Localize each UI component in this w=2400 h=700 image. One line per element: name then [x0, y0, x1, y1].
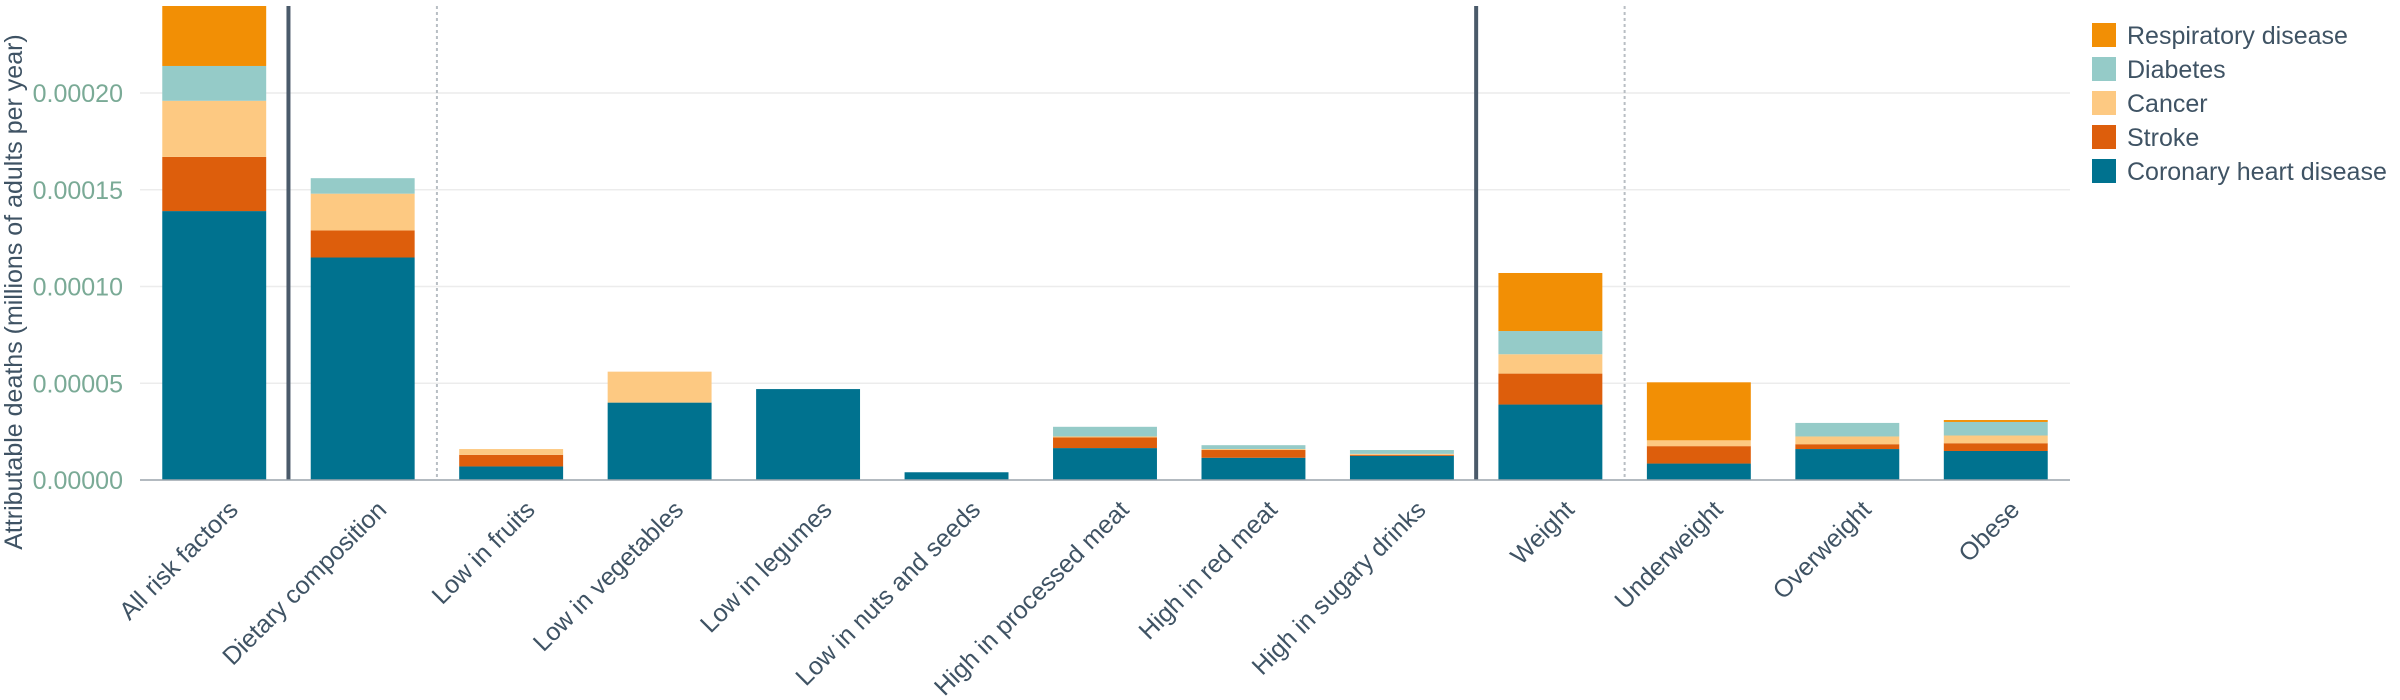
bar-segment — [1053, 436, 1157, 438]
bar-segment — [1201, 450, 1306, 458]
x-tick-label: Low in vegetables — [528, 496, 689, 657]
bar-segment — [1646, 440, 1751, 447]
legend-label: Stroke — [2127, 124, 2199, 152]
bar-segment — [1349, 455, 1454, 480]
bar-segment — [1498, 373, 1603, 405]
bar-segment — [756, 389, 861, 480]
y-tick-label: 0.00020 — [33, 80, 123, 108]
x-tick-label: Underweight — [1609, 496, 1728, 615]
bar-segment — [1943, 420, 2048, 422]
bar-segment — [162, 156, 267, 212]
x-tick-label: Overweight — [1768, 496, 1877, 605]
legend-swatch — [2092, 125, 2116, 149]
bar-segment — [1795, 444, 1900, 450]
y-tick-label: 0.00000 — [33, 467, 123, 495]
bar-segment — [1943, 443, 2048, 451]
bar-segment — [310, 193, 415, 231]
bar-segment — [1943, 421, 2048, 436]
bar-segment — [1498, 354, 1603, 374]
bar-segment — [1795, 436, 1900, 445]
bar-segment — [607, 402, 712, 480]
bar-segment — [1498, 272, 1603, 332]
x-tick-label: All risk factors — [114, 496, 244, 626]
legend-swatch — [2092, 91, 2116, 115]
bar-segment — [1053, 426, 1157, 437]
bar-segment — [310, 178, 415, 194]
bar-segment — [162, 6, 267, 66]
bar-segment — [1498, 331, 1603, 355]
legend-label: Diabetes — [2127, 56, 2226, 84]
y-tick-label: 0.00010 — [33, 274, 123, 302]
bar-segment — [1201, 449, 1306, 451]
bar-segment — [459, 449, 564, 455]
bar-segment — [1053, 448, 1157, 480]
bar-segment — [904, 472, 1009, 480]
legend-swatch — [2092, 159, 2116, 183]
x-tick-label: Low in fruits — [427, 496, 541, 610]
y-tick-label: 0.00015 — [33, 177, 123, 205]
bar-segment — [1646, 382, 1751, 441]
bar-segment — [459, 466, 564, 480]
bars — [162, 6, 2048, 480]
bar-segment — [1053, 437, 1157, 449]
bar-segment — [1498, 404, 1603, 480]
bar-segment — [310, 257, 415, 480]
bar-segment — [1349, 453, 1454, 455]
x-tick-label: Obese — [1953, 496, 2025, 568]
bar-segment — [1646, 463, 1751, 480]
legend-label: Respiratory disease — [2127, 22, 2348, 50]
bar-segment — [1349, 454, 1454, 456]
bar-segment — [1943, 450, 2048, 480]
y-axis-label: Attributable deaths (millions of adults … — [0, 34, 28, 550]
y-tick-label: 0.00005 — [33, 370, 123, 398]
x-tick-label: Dietary composition — [217, 496, 392, 671]
bar-segment — [1201, 457, 1306, 480]
x-tick-label: Weight — [1505, 496, 1580, 571]
legend-label: Coronary heart disease — [2127, 158, 2387, 186]
legend-swatch — [2092, 57, 2116, 81]
bar-segment — [1795, 449, 1900, 480]
x-tick-label: Low in legumes — [695, 496, 838, 639]
bar-segment — [162, 100, 267, 157]
legend: Respiratory disease Diabetes Cancer Stroke C… — [2092, 22, 2387, 186]
bar-segment — [1201, 445, 1306, 450]
bar-segment — [1349, 450, 1454, 454]
x-tick-label: High in red meat — [1133, 496, 1283, 646]
bar-segment — [1795, 422, 1900, 437]
bar-segment — [162, 65, 267, 101]
legend-label: Cancer — [2127, 90, 2208, 118]
group-separators — [286, 6, 1626, 480]
bar-segment — [1943, 435, 2048, 444]
bar-segment — [1646, 446, 1751, 464]
legend-swatch — [2092, 23, 2116, 47]
grid-lines — [140, 92, 2070, 385]
bar-segment — [459, 454, 564, 467]
bar-segment — [310, 230, 415, 258]
bar-segment — [162, 211, 267, 480]
y-axis-ticks: 0.00000 0.00005 0.00010 0.00015 0.00020 — [33, 80, 123, 495]
bar-segment — [607, 371, 712, 403]
